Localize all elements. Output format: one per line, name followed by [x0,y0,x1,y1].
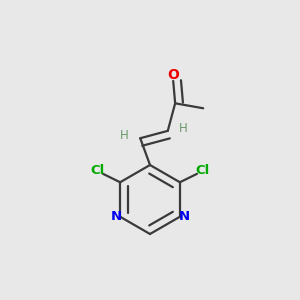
Text: O: O [167,68,179,83]
Text: H: H [179,122,188,135]
Text: Cl: Cl [91,164,105,177]
Text: Cl: Cl [195,164,209,177]
Text: N: N [178,210,190,223]
Text: N: N [110,210,122,223]
Text: H: H [120,129,129,142]
